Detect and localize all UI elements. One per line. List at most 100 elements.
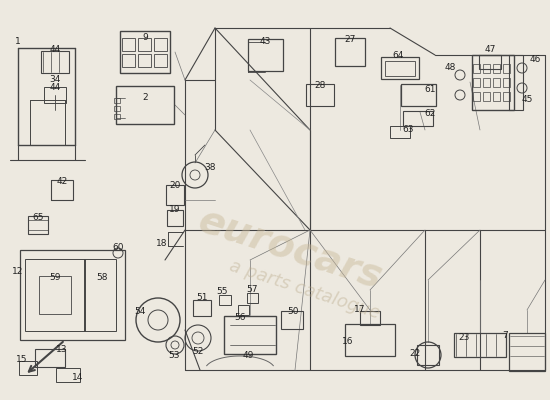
Bar	[167, 210, 183, 226]
Bar	[238, 305, 249, 315]
Text: 65: 65	[32, 214, 44, 222]
Text: 58: 58	[96, 274, 108, 282]
Text: 56: 56	[234, 314, 246, 322]
Text: 60: 60	[112, 242, 124, 252]
Bar	[472, 92, 480, 100]
Bar	[503, 92, 509, 100]
Bar	[482, 92, 490, 100]
Text: 22: 22	[409, 348, 421, 358]
Text: 16: 16	[342, 338, 354, 346]
Text: 52: 52	[192, 348, 204, 356]
Bar	[114, 114, 120, 118]
Bar	[44, 87, 66, 103]
Text: 28: 28	[314, 80, 326, 90]
Text: 53: 53	[168, 352, 180, 360]
Bar	[25, 259, 85, 331]
Text: 34: 34	[50, 76, 60, 84]
Text: 27: 27	[344, 36, 356, 44]
Bar	[51, 180, 73, 200]
Text: 19: 19	[169, 206, 181, 214]
Text: 23: 23	[458, 334, 470, 342]
Bar	[19, 250, 124, 340]
Text: 48: 48	[444, 64, 456, 72]
Bar	[492, 64, 499, 72]
Text: 42: 42	[56, 178, 68, 186]
Text: 18: 18	[156, 240, 168, 248]
Bar	[345, 324, 395, 356]
Bar	[153, 38, 167, 50]
Bar	[492, 92, 499, 100]
Text: 57: 57	[246, 286, 258, 294]
Bar	[166, 185, 184, 205]
Bar	[472, 64, 480, 72]
Text: 7: 7	[502, 330, 508, 340]
Text: 13: 13	[56, 346, 68, 354]
Bar	[120, 31, 170, 73]
Bar	[390, 126, 410, 138]
Bar	[454, 333, 506, 357]
Bar	[479, 55, 501, 69]
Text: 62: 62	[424, 108, 436, 118]
Bar	[246, 293, 257, 303]
Bar	[35, 349, 65, 367]
Text: 15: 15	[16, 356, 28, 364]
Bar	[84, 259, 116, 331]
Text: 63: 63	[402, 126, 414, 134]
Text: 17: 17	[354, 306, 366, 314]
Text: 14: 14	[72, 374, 84, 382]
Text: 1: 1	[15, 38, 21, 46]
Bar	[472, 54, 514, 110]
Bar	[281, 311, 303, 329]
Bar	[138, 38, 151, 50]
Bar	[39, 276, 71, 314]
Text: 45: 45	[521, 96, 533, 104]
Bar	[153, 54, 167, 66]
Text: 20: 20	[169, 182, 181, 190]
Text: 50: 50	[287, 308, 299, 316]
Bar	[41, 51, 69, 73]
Bar	[193, 300, 211, 316]
Bar	[417, 345, 439, 365]
Bar	[482, 64, 490, 72]
Bar	[503, 78, 509, 86]
Text: 44: 44	[50, 84, 60, 92]
Bar	[114, 106, 120, 110]
Text: 9: 9	[142, 34, 148, 42]
Text: 44: 44	[50, 46, 60, 54]
Bar	[248, 39, 283, 71]
Bar	[482, 78, 490, 86]
Text: 55: 55	[216, 288, 228, 296]
Bar	[56, 368, 80, 382]
Bar	[122, 38, 135, 50]
Bar	[335, 38, 365, 66]
Bar	[492, 78, 499, 86]
Text: 49: 49	[243, 350, 254, 360]
Text: 47: 47	[485, 46, 496, 54]
Bar	[403, 110, 433, 126]
Text: 38: 38	[204, 164, 216, 172]
Text: 54: 54	[134, 308, 146, 316]
Text: 12: 12	[12, 268, 24, 276]
Bar	[219, 295, 231, 305]
Bar	[360, 311, 380, 325]
Bar	[114, 98, 120, 102]
Text: 46: 46	[529, 56, 541, 64]
Text: 2: 2	[142, 94, 148, 102]
Text: 51: 51	[196, 294, 208, 302]
Bar	[116, 86, 174, 124]
Bar	[306, 84, 334, 106]
Bar	[138, 54, 151, 66]
Text: 59: 59	[50, 274, 60, 282]
Bar	[224, 316, 276, 354]
Bar	[509, 333, 545, 371]
Bar	[19, 361, 37, 375]
Bar	[509, 54, 523, 110]
Bar	[400, 84, 436, 106]
Bar	[381, 57, 419, 79]
Text: 64: 64	[392, 52, 404, 60]
Bar	[385, 60, 415, 76]
Bar	[472, 78, 480, 86]
Text: 61: 61	[424, 86, 436, 94]
Text: eurocars: eurocars	[193, 202, 387, 298]
Text: 43: 43	[259, 38, 271, 46]
